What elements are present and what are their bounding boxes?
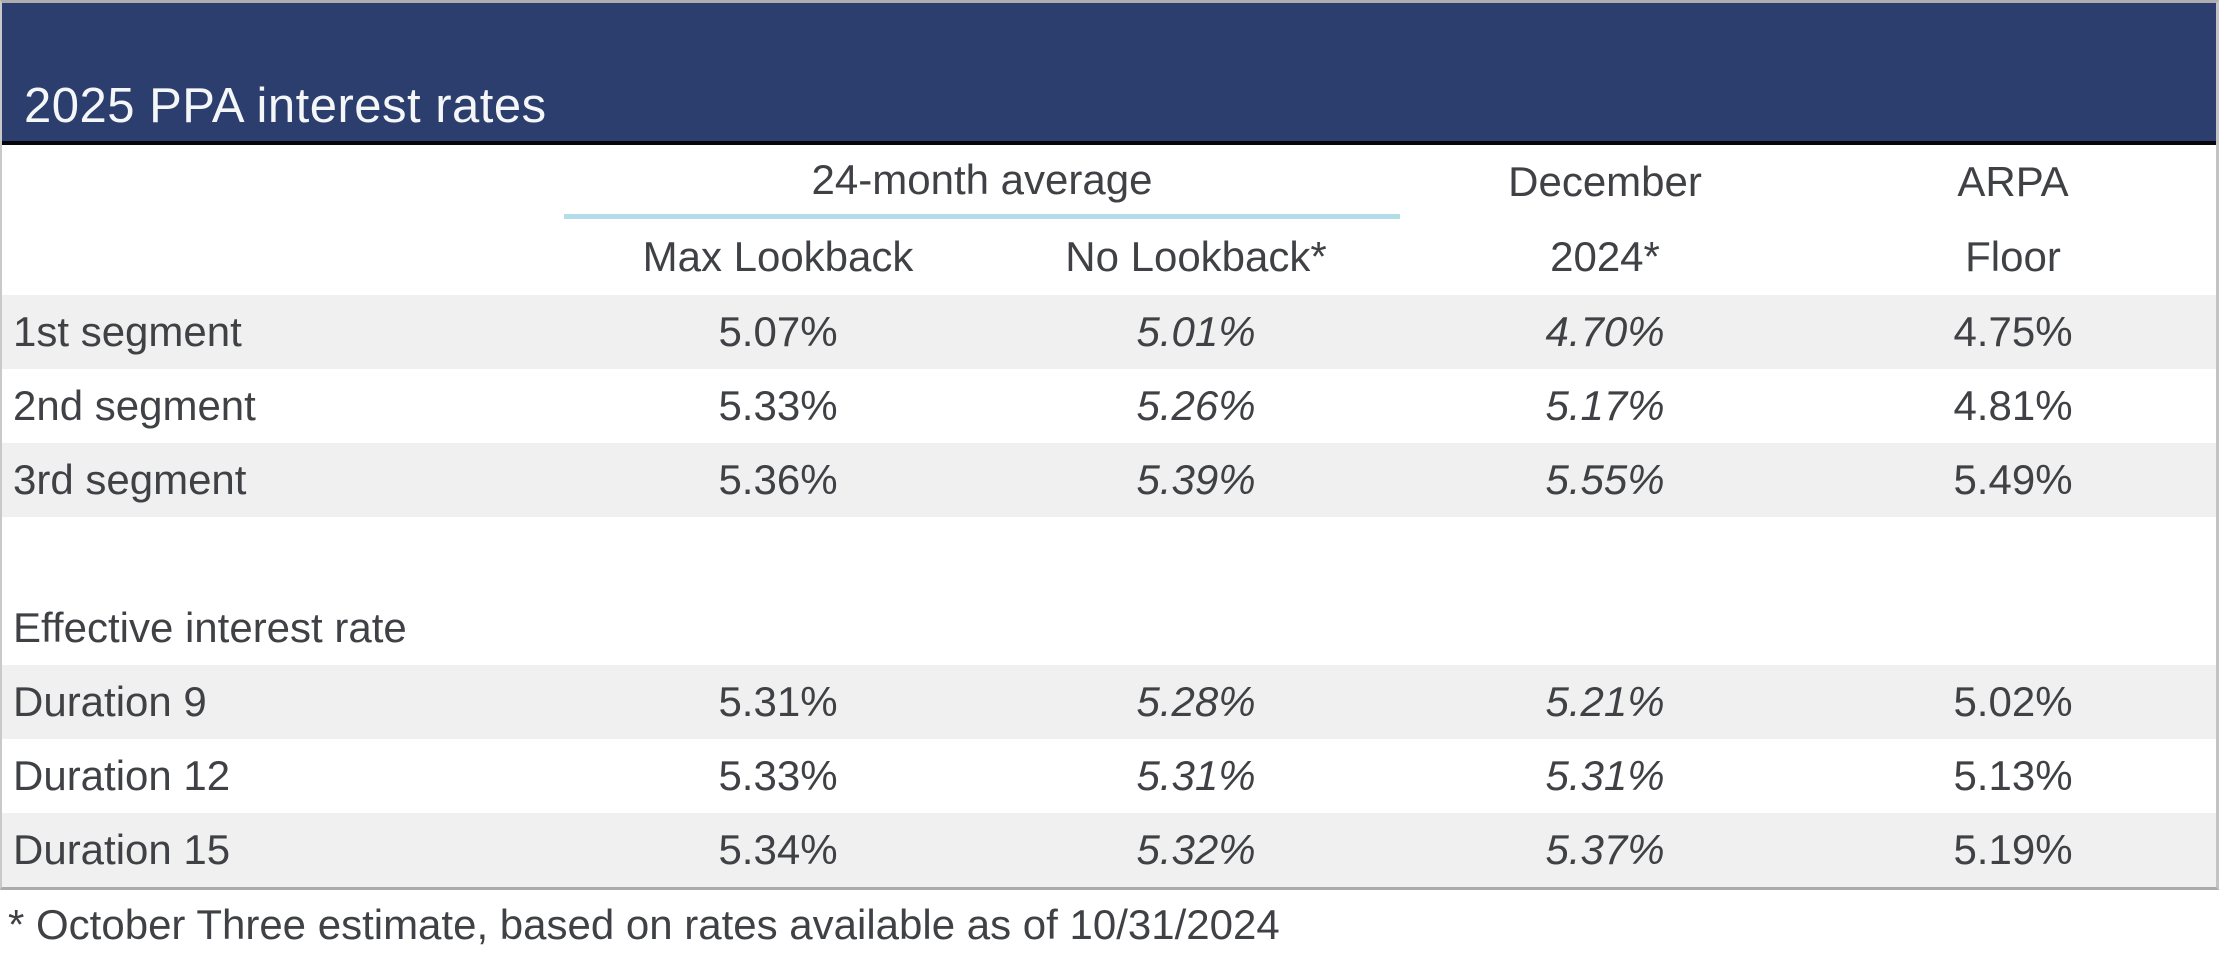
section-row-effective-interest-rate: Effective interest rate [2,591,2216,665]
cell-december-2024: 5.37% [1545,826,1665,873]
header-max-lookback: Max Lookback [642,233,914,280]
header-arpa-floor: ARPA Floor [1810,145,2216,295]
cell-max-lookback: 5.33% [718,752,838,799]
cell-max-lookback: 5.07% [718,308,838,355]
table-row-2nd-segment: 2nd segment 5.33% 5.26% 5.17% 4.81% [2,369,2216,443]
cell-no-lookback: 5.26% [1136,382,1256,429]
cell-max-lookback: 5.33% [718,382,838,429]
cell-no-lookback: 5.31% [1136,752,1256,799]
header-group-24-month: 24-month average [564,145,1400,219]
cell-arpa-floor: 5.02% [1953,678,2073,725]
table-row-3rd-segment: 3rd segment 5.36% 5.39% 5.55% 5.49% [2,443,2216,517]
footnote: * October Three estimate, based on rates… [8,900,1280,948]
table-row-duration-15: Duration 15 5.34% 5.32% 5.37% 5.19% [2,813,2216,887]
cell-december-2024: 5.17% [1545,382,1665,429]
header-december-2024: December 2024* [1400,145,1810,295]
cell-arpa-floor: 5.49% [1953,456,2073,503]
cell-max-lookback: 5.34% [718,826,838,873]
cell-december-2024: 5.55% [1545,456,1665,503]
cell-no-lookback: 5.32% [1136,826,1256,873]
cell-no-lookback: 5.28% [1136,678,1256,725]
header-arpa-line2: Floor [1965,233,2061,280]
header-no-lookback: No Lookback* [1065,233,1327,280]
row-label: 3rd segment [13,456,247,503]
table-header: 24-month average Max Lookback No Lookbac… [2,145,2216,295]
cell-arpa-floor: 5.19% [1953,826,2073,873]
row-label: Duration 15 [13,826,231,873]
row-label: 1st segment [13,308,242,355]
cell-arpa-floor: 4.81% [1953,382,2073,429]
ppa-rates-table: 2025 PPA interest rates 24-month average… [0,0,2219,890]
header-december-line1: December [1508,158,1702,205]
cell-arpa-floor: 4.75% [1953,308,2073,355]
row-label: Duration 12 [13,752,231,799]
cell-no-lookback: 5.01% [1136,308,1256,355]
cell-december-2024: 5.21% [1545,678,1665,725]
section-label: Effective interest rate [13,604,407,651]
cell-december-2024: 5.31% [1545,752,1665,799]
header-december-line2: 2024* [1550,233,1660,280]
cell-no-lookback: 5.39% [1136,456,1256,503]
table-row-duration-12: Duration 12 5.33% 5.31% 5.31% 5.13% [2,739,2216,813]
header-arpa-line1: ARPA [1957,158,2069,205]
cell-max-lookback: 5.36% [718,456,838,503]
row-label: Duration 9 [13,678,207,725]
cell-arpa-floor: 5.13% [1953,752,2073,799]
cell-december-2024: 4.70% [1545,308,1665,355]
page-title: 2025 PPA interest rates [24,79,547,133]
spacer-row [2,517,2216,591]
table-row-1st-segment: 1st segment 5.07% 5.01% 4.70% 4.75% [2,295,2216,369]
table-row-duration-9: Duration 9 5.31% 5.28% 5.21% 5.02% [2,665,2216,739]
row-label: 2nd segment [13,382,256,429]
cell-max-lookback: 5.31% [718,678,838,725]
footnote-area: * October Three estimate, based on rates… [0,894,2222,955]
title-bar: 2025 PPA interest rates [2,3,2216,145]
